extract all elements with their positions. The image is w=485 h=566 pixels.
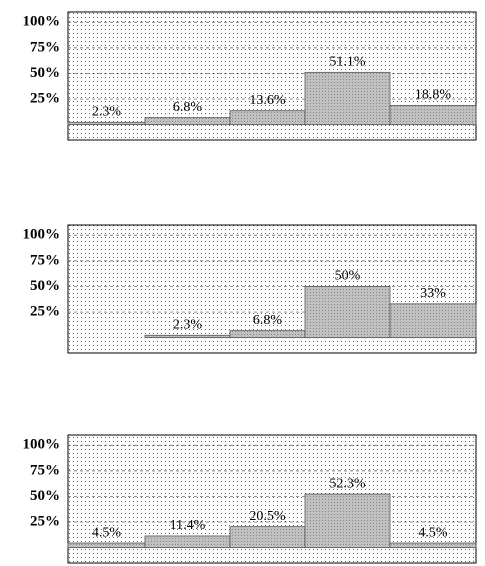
bar bbox=[144, 334, 231, 339]
value-label: 6.8% bbox=[253, 313, 283, 328]
y-tick-label: 100% bbox=[23, 437, 61, 453]
value-label: 50% bbox=[335, 269, 361, 284]
value-label: 52.3% bbox=[329, 476, 366, 491]
bar bbox=[144, 535, 231, 549]
value-label: 4.5% bbox=[418, 525, 448, 540]
value-label: 13.6% bbox=[249, 93, 286, 108]
y-tick-label: 75% bbox=[30, 39, 60, 55]
bar bbox=[67, 542, 146, 549]
y-tick-label: 50% bbox=[30, 65, 60, 81]
bar bbox=[304, 286, 391, 339]
value-label: 11.4% bbox=[170, 518, 206, 533]
value-label: 33% bbox=[420, 286, 446, 301]
bar bbox=[229, 110, 306, 126]
y-tick-label: 50% bbox=[30, 488, 60, 504]
bar bbox=[389, 542, 477, 549]
y-tick-label: 100% bbox=[23, 14, 61, 30]
bar bbox=[229, 526, 306, 549]
y-tick-label: 25% bbox=[30, 513, 60, 529]
bar bbox=[304, 493, 391, 549]
y-tick-label: 25% bbox=[30, 303, 60, 319]
bar bbox=[229, 330, 306, 339]
bar bbox=[67, 121, 146, 126]
bar bbox=[304, 71, 391, 126]
y-tick-label: 25% bbox=[30, 90, 60, 106]
value-label: 6.8% bbox=[173, 100, 203, 115]
y-tick-label: 50% bbox=[30, 278, 60, 294]
value-label: 2.3% bbox=[92, 105, 122, 120]
value-label: 51.1% bbox=[329, 55, 366, 70]
y-tick-label: 75% bbox=[30, 252, 60, 268]
value-label: 4.5% bbox=[92, 525, 122, 540]
value-label: 2.3% bbox=[173, 318, 203, 333]
bar bbox=[389, 104, 477, 126]
y-tick-label: 75% bbox=[30, 462, 60, 478]
value-label: 20.5% bbox=[249, 509, 286, 524]
bar bbox=[389, 303, 477, 339]
y-tick-label: 100% bbox=[23, 227, 61, 243]
value-label: 18.8% bbox=[415, 88, 452, 103]
bar bbox=[144, 117, 231, 126]
